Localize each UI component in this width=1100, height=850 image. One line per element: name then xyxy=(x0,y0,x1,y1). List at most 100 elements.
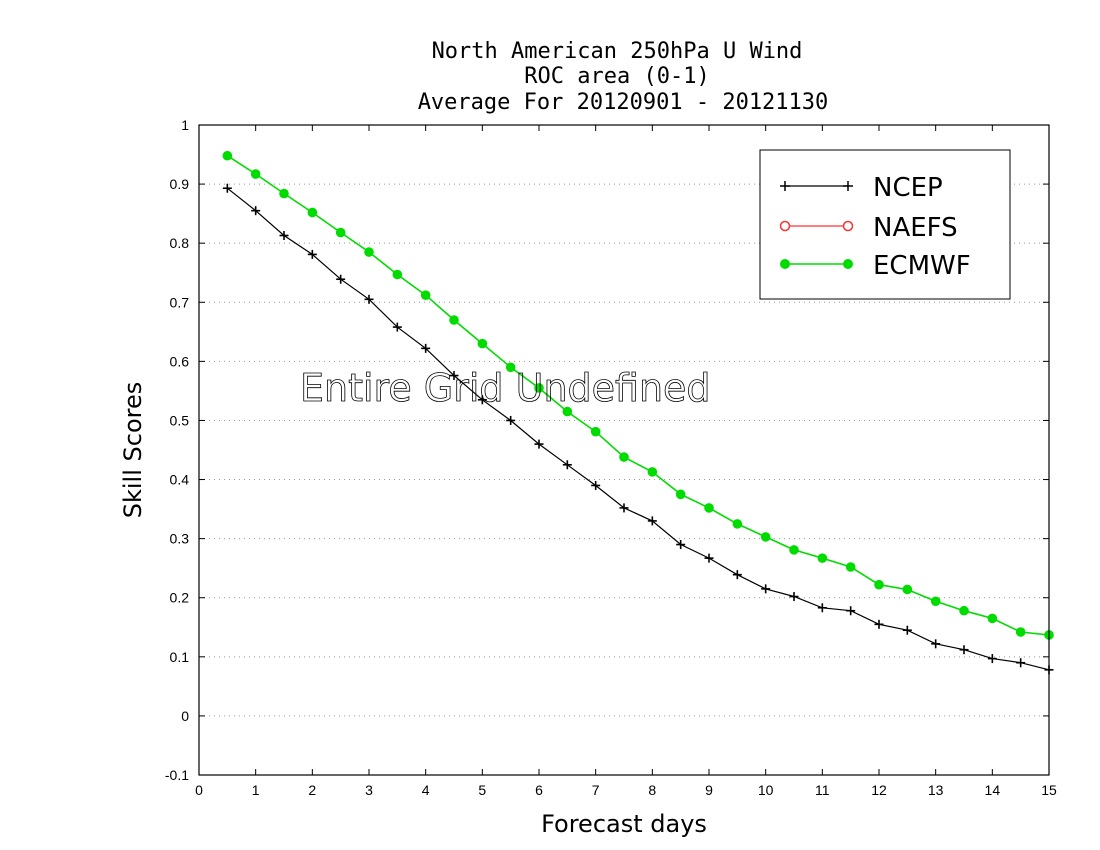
data-point-ecmwf xyxy=(675,489,686,500)
legend: NCEP NAEFS ECMWF xyxy=(759,149,1011,300)
y-tick-label: 0.9 xyxy=(170,176,190,192)
data-point-ecmwf xyxy=(477,338,488,349)
x-tick-label: 9 xyxy=(705,782,713,798)
x-tick-label: 8 xyxy=(648,782,656,798)
data-point-ecmwf xyxy=(1015,627,1026,637)
x-tick-label: 11 xyxy=(815,782,830,798)
y-tick-label: 0.4 xyxy=(170,472,190,488)
plot-frame xyxy=(198,124,1050,776)
data-point-ncep xyxy=(562,460,572,470)
data-point-ncep xyxy=(392,322,402,332)
legend-naefs-label: NAEFS xyxy=(873,213,958,243)
legend-naefs-marker-right xyxy=(842,220,854,232)
series-layer xyxy=(222,150,1054,675)
data-point-ncep xyxy=(874,619,884,629)
data-point-ncep xyxy=(506,415,516,425)
data-point-ncep xyxy=(732,570,742,580)
y-tick-label: 1 xyxy=(181,117,189,133)
data-point-ecmwf xyxy=(505,362,516,373)
y-tick-label: 0.1 xyxy=(170,649,190,665)
grid-lines xyxy=(199,183,1049,717)
data-point-ncep xyxy=(222,183,232,193)
data-point-ecmwf xyxy=(987,613,998,624)
x-tick-label: 5 xyxy=(478,782,486,798)
x-tick-label: 10 xyxy=(758,782,774,798)
legend-ecmwf-label: ECMWF xyxy=(873,251,971,281)
data-point-ecmwf xyxy=(732,519,743,529)
data-point-ecmwf xyxy=(760,532,771,542)
x-tick-label: 13 xyxy=(928,782,944,798)
data-point-ecmwf xyxy=(647,467,658,477)
series-line-ncep xyxy=(226,187,1050,671)
data-point-ncep xyxy=(902,625,912,635)
x-tick-label: 14 xyxy=(985,782,1001,798)
data-point-ecmwf xyxy=(279,188,289,199)
data-point-ncep xyxy=(449,371,459,381)
data-point-ncep xyxy=(789,592,799,602)
data-point-ncep xyxy=(959,645,969,655)
data-point-ecmwf xyxy=(704,503,714,513)
data-point-ncep xyxy=(336,274,346,284)
data-point-ecmwf xyxy=(789,545,799,555)
data-point-ecmwf xyxy=(562,406,573,417)
data-point-ecmwf xyxy=(364,247,374,257)
x-tick-label: 2 xyxy=(308,782,316,798)
x-tick-label: 3 xyxy=(365,782,373,798)
y-tick-label: 0.2 xyxy=(170,590,190,606)
legend-box xyxy=(759,149,1011,300)
data-point-ncep xyxy=(1016,658,1026,668)
x-tick-label: 12 xyxy=(871,782,887,798)
legend-naefs-marker-left xyxy=(779,220,791,232)
data-point-ncep xyxy=(307,249,317,259)
chart-title-line-1: North American 250hPa U Wind xyxy=(432,39,803,64)
data-point-ncep xyxy=(676,540,686,550)
y-tick-label: -0.1 xyxy=(165,767,189,783)
chart-title-line-3: Average For 20120901 - 20121130 xyxy=(418,90,829,115)
annotation-text: Entire Grid Undefined xyxy=(300,366,711,410)
data-point-ncep xyxy=(279,231,289,240)
data-point-ecmwf xyxy=(335,227,346,238)
y-tick-label: 0.3 xyxy=(170,531,190,547)
data-point-ncep xyxy=(987,654,997,664)
x-tick-label: 7 xyxy=(592,782,600,798)
data-point-ecmwf xyxy=(449,315,459,325)
data-point-ecmwf xyxy=(874,579,884,590)
data-point-ecmwf xyxy=(307,207,318,218)
data-point-ecmwf xyxy=(902,584,913,595)
data-point-ecmwf xyxy=(590,426,601,437)
data-point-ncep xyxy=(251,206,261,216)
y-tick-label: 0 xyxy=(181,708,189,724)
data-point-ncep xyxy=(591,480,601,490)
x-tick-label: 15 xyxy=(1041,782,1057,798)
data-point-ncep xyxy=(534,439,544,449)
data-point-ecmwf xyxy=(845,562,856,572)
y-tick-label: 0.6 xyxy=(170,353,190,369)
x-tick-label: 6 xyxy=(535,782,543,798)
x-tick-label: 4 xyxy=(422,782,430,798)
data-point-ecmwf xyxy=(250,169,261,179)
axis-ticks: -0.100.10.20.30.40.50.60.70.80.910 1 2 3 4 5 6… xyxy=(165,117,1057,798)
data-point-ecmwf xyxy=(619,452,629,462)
data-point-ecmwf xyxy=(392,269,403,280)
chart-title-line-2: ROC area (0-1) xyxy=(524,64,709,89)
x-tick-label: 1 xyxy=(252,782,260,798)
legend-ecmwf-marker-left xyxy=(780,259,790,269)
data-point-ncep xyxy=(931,639,941,649)
data-point-ncep xyxy=(817,603,827,613)
y-tick-label: 0.5 xyxy=(170,412,190,428)
data-point-ncep xyxy=(421,343,431,353)
series-line-ecmwf xyxy=(226,155,1050,636)
data-point-ecmwf xyxy=(222,150,233,161)
y-tick-label: 0.7 xyxy=(170,294,190,310)
data-point-ncep xyxy=(647,516,657,526)
data-point-ncep xyxy=(704,553,714,563)
data-point-ncep xyxy=(619,503,629,513)
data-point-ecmwf xyxy=(534,383,544,393)
legend-ecmwf-marker-right xyxy=(843,259,853,269)
data-point-ecmwf xyxy=(930,596,941,607)
data-point-ecmwf xyxy=(817,553,828,563)
data-point-ecmwf xyxy=(959,605,969,616)
data-point-ncep xyxy=(477,395,487,405)
data-point-ncep xyxy=(761,584,771,594)
